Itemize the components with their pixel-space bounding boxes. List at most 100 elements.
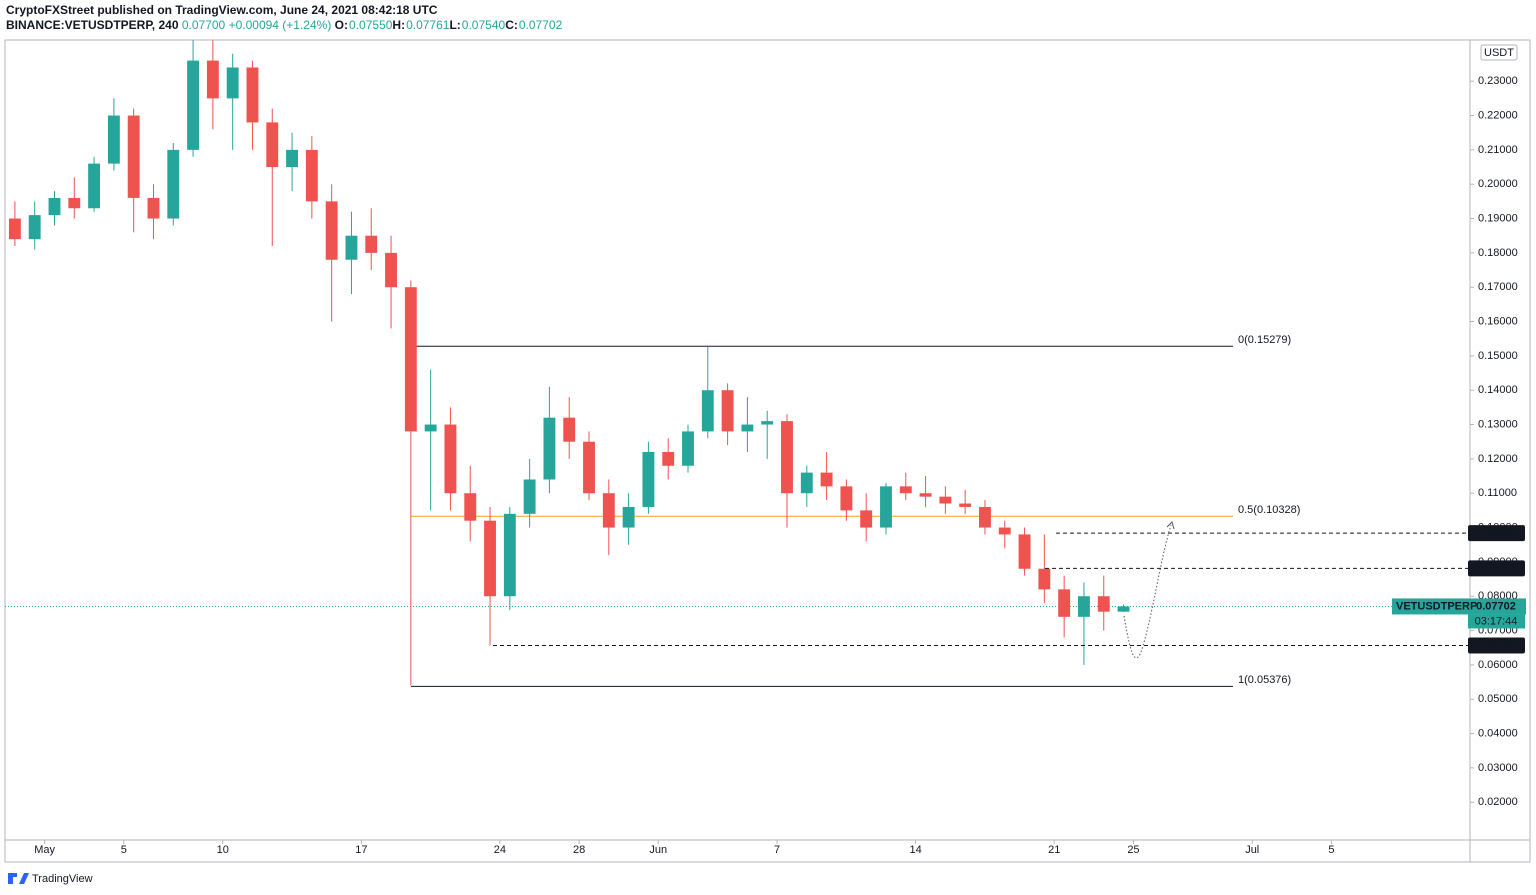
ohlc-label: O: bbox=[335, 18, 348, 32]
level-tag-label: 0.06566 bbox=[1476, 639, 1516, 651]
candle-body bbox=[781, 421, 793, 494]
candle-body bbox=[701, 390, 714, 432]
candle-body bbox=[622, 506, 635, 528]
fib-label: 0.5(0.10328) bbox=[1238, 504, 1300, 516]
candle-body bbox=[959, 503, 972, 507]
candle-body bbox=[424, 424, 437, 432]
candle-body bbox=[503, 513, 516, 597]
candle-body bbox=[28, 215, 41, 240]
candle-body bbox=[404, 287, 417, 432]
ohlc-label: L: bbox=[449, 18, 460, 32]
candle-body bbox=[48, 197, 61, 216]
y-tick-label: 0.19000 bbox=[1478, 212, 1518, 224]
candle-body bbox=[1097, 596, 1110, 612]
x-tick-label: 25 bbox=[1127, 844, 1139, 856]
candle-body bbox=[662, 452, 675, 466]
candle-body bbox=[226, 67, 239, 99]
y-tick-label: 0.11000 bbox=[1478, 487, 1517, 499]
candle-body bbox=[583, 441, 595, 494]
candle-body bbox=[979, 506, 991, 528]
fib-label: 1(0.05376) bbox=[1238, 674, 1291, 686]
currency-tag bbox=[1480, 44, 1518, 61]
ohlc-value: 0.07550 bbox=[349, 18, 393, 32]
x-tick-label: May bbox=[34, 844, 55, 856]
level-tag-label: 0.09837 bbox=[1476, 527, 1516, 539]
candle-body bbox=[286, 149, 298, 168]
candle-body bbox=[1078, 596, 1090, 617]
fib-label: 0(0.15279) bbox=[1238, 334, 1291, 346]
arrow-head bbox=[1166, 521, 1175, 530]
level-tag bbox=[1468, 637, 1525, 654]
y-tick-label: 0.03000 bbox=[1478, 762, 1518, 774]
last-price-label: 0.07702 bbox=[1476, 600, 1516, 612]
level-tag bbox=[1468, 525, 1525, 542]
projection-arrow bbox=[1123, 524, 1172, 659]
candle-body bbox=[523, 479, 536, 514]
symbol-tag-label: VETUSDTPERP bbox=[1396, 600, 1477, 612]
header-title: CryptoFXStreet published on TradingView.… bbox=[6, 3, 438, 17]
header-quote: BINANCE:VETUSDTPERP, 240 0.07700 +0.0009… bbox=[6, 18, 563, 32]
candle-body bbox=[761, 421, 774, 425]
candle-body bbox=[187, 60, 200, 150]
last: 0.07700 bbox=[182, 18, 226, 32]
x-tick-label: 21 bbox=[1048, 844, 1060, 856]
x-tick-label: 7 bbox=[774, 844, 780, 856]
y-tick-label: 0.15000 bbox=[1478, 350, 1518, 362]
candle-body bbox=[385, 252, 397, 288]
candle-body bbox=[147, 197, 160, 219]
y-tick-label: 0.06000 bbox=[1478, 659, 1518, 671]
candle-body bbox=[464, 493, 477, 521]
candle-body bbox=[68, 197, 81, 209]
logo-icon bbox=[8, 873, 29, 884]
candle-body bbox=[266, 122, 279, 168]
x-tick-label: 5 bbox=[121, 844, 127, 856]
candle-body bbox=[741, 424, 754, 432]
x-tick-label: 14 bbox=[910, 844, 922, 856]
candle-body bbox=[325, 201, 338, 260]
candle-body bbox=[899, 486, 912, 494]
x-tick-label: Jun bbox=[649, 844, 667, 856]
candle-body bbox=[800, 472, 813, 494]
candle-body bbox=[484, 520, 496, 597]
y-tick-label: 0.13000 bbox=[1478, 418, 1518, 430]
ohlc-label: H: bbox=[392, 18, 405, 32]
x-tick-label: 24 bbox=[494, 844, 506, 856]
y-tick-label: 0.05000 bbox=[1478, 693, 1518, 705]
symbol-tag bbox=[1392, 598, 1526, 615]
candle-body bbox=[543, 417, 556, 480]
x-tick-label: 10 bbox=[217, 844, 229, 856]
y-tick-label: 0.04000 bbox=[1478, 727, 1518, 739]
candle-body bbox=[365, 235, 378, 253]
symbol: BINANCE:VETUSDTPERP, 240 bbox=[6, 18, 179, 32]
y-tick-label: 0.02000 bbox=[1478, 796, 1518, 808]
y-tick-label: 0.17000 bbox=[1478, 281, 1518, 293]
candle-body bbox=[305, 149, 318, 202]
candle-body bbox=[1038, 568, 1051, 590]
y-tick-label: 0.14000 bbox=[1478, 384, 1518, 396]
level-tag-label: 0.08810 bbox=[1476, 562, 1516, 574]
ohlc-value: 0.07540 bbox=[462, 18, 506, 32]
ohlc-value: 0.07761 bbox=[406, 18, 450, 32]
currency-label: USDT bbox=[1484, 47, 1514, 59]
candle-body bbox=[721, 390, 734, 432]
ohlc-value: 0.07702 bbox=[519, 18, 563, 32]
y-tick-label: 0.18000 bbox=[1478, 247, 1518, 259]
candle-body bbox=[642, 452, 655, 507]
candle-body bbox=[127, 115, 140, 198]
candle-body bbox=[206, 60, 219, 99]
candle-body bbox=[1018, 534, 1031, 569]
candle-body bbox=[1058, 589, 1071, 617]
candle-body bbox=[1117, 606, 1130, 612]
candle-body bbox=[345, 235, 358, 260]
y-tick-label: 0.16000 bbox=[1478, 315, 1518, 327]
level-tag bbox=[1468, 560, 1525, 577]
x-tick-label: Jul bbox=[1245, 844, 1259, 856]
x-tick-label: 5 bbox=[1328, 844, 1334, 856]
candle-body bbox=[682, 431, 694, 466]
x-tick-label: 17 bbox=[355, 844, 367, 856]
candle-body bbox=[820, 472, 833, 487]
countdown-tag bbox=[1468, 614, 1525, 629]
x-tick-label: 28 bbox=[573, 844, 585, 856]
candle-body bbox=[88, 163, 101, 209]
